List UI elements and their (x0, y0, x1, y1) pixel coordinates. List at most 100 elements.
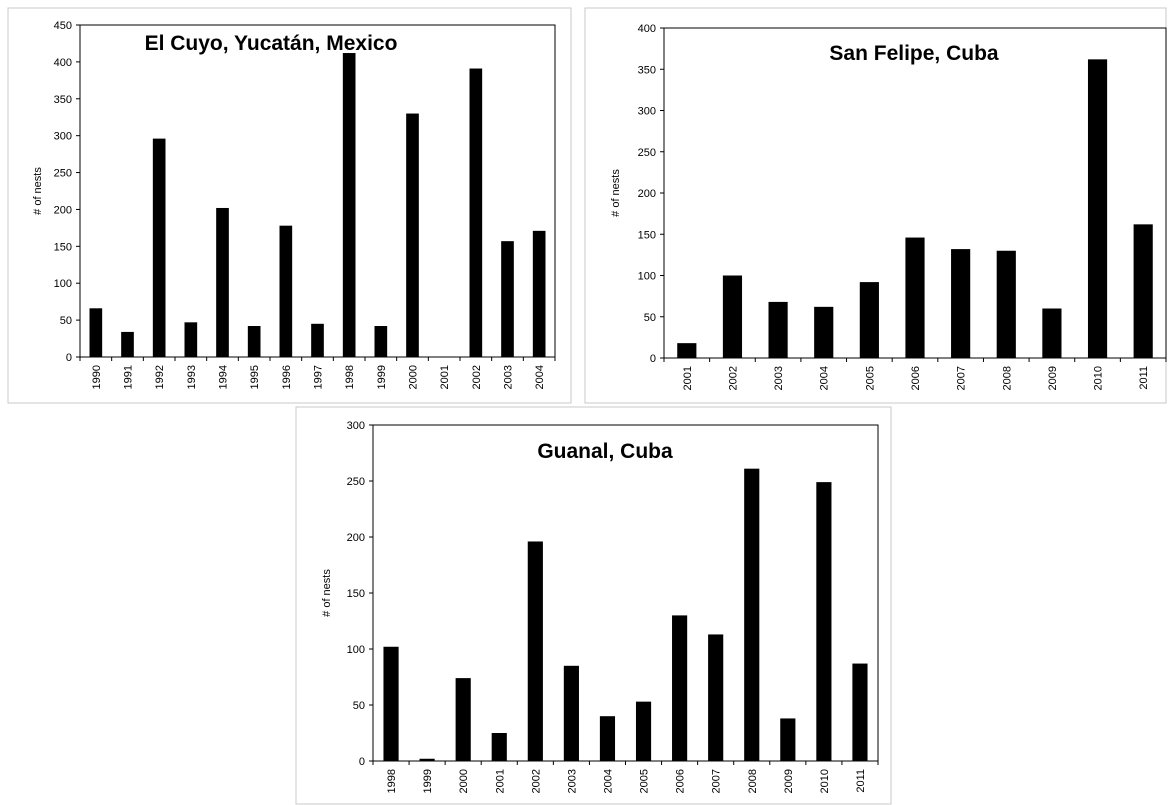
bar-2001 (491, 733, 507, 761)
y-axis-label: # of nests (321, 569, 333, 617)
bar-2008 (744, 468, 760, 761)
y-tick-label: 350 (54, 94, 72, 106)
x-tick-label: 2007 (711, 769, 723, 793)
x-tick-label: 2009 (783, 769, 795, 793)
y-tick-label: 250 (638, 147, 656, 159)
x-tick-label: 2001 (439, 365, 451, 389)
x-tick-label: 2000 (408, 365, 420, 389)
y-tick-label: 100 (54, 278, 72, 290)
bar-1997 (311, 323, 324, 357)
x-tick-label: 2003 (503, 365, 515, 389)
bar-2004 (599, 716, 616, 761)
x-tick-label: 2008 (1001, 366, 1013, 390)
bar-1996 (279, 225, 293, 357)
bar-2008 (996, 250, 1016, 358)
bar-2005 (859, 282, 879, 358)
bars (89, 53, 546, 358)
bar-2002 (527, 541, 543, 761)
bars (383, 468, 868, 761)
x-tick-label: 1992 (154, 365, 166, 389)
x-tick-label: 2010 (1093, 366, 1105, 390)
y-tick-label: 200 (347, 532, 365, 544)
bar-2006 (672, 615, 688, 761)
x-tick-label: 1999 (422, 769, 434, 793)
x-tick-label: 2011 (1138, 366, 1150, 390)
bar-2010 (816, 482, 832, 761)
x-tick-label: 1998 (386, 769, 398, 793)
bar-1998 (383, 646, 399, 761)
y-axis: 0 50 100 150 200 250 300 (347, 420, 373, 768)
y-tick-label: 250 (347, 476, 365, 488)
bar-2009 (1042, 308, 1062, 358)
y-tick-label: 300 (638, 106, 656, 118)
y-tick-label: 200 (638, 188, 656, 200)
bar-1999 (374, 326, 388, 357)
y-axis-label: # of nests (610, 169, 622, 217)
x-tick-label: 2004 (602, 769, 614, 793)
x-tick-label: 2003 (566, 769, 578, 793)
y-axis-label: # of nests (32, 167, 44, 215)
x-tick-label: 2008 (747, 769, 759, 793)
x-tick-label: 1997 (313, 365, 325, 389)
bar-2002 (722, 275, 743, 358)
y-axis: 0 50 100 150 200 250 300 350 400 (638, 23, 664, 365)
plot-area (79, 24, 556, 358)
x-axis: 2001 2002 2003 2004 2005 2006 2007 2008 2009 2010… (663, 358, 1167, 390)
x-tick-label: 2007 (956, 366, 968, 390)
y-tick-label: 50 (644, 312, 656, 324)
y-tick-label: 200 (54, 204, 72, 216)
y-tick-label: 400 (54, 57, 72, 69)
bar-2002 (469, 68, 483, 357)
y-tick-label: 350 (638, 64, 656, 76)
bar-2010 (1087, 59, 1108, 358)
chart-title: San Felipe, Cuba (829, 42, 999, 65)
bar-2011 (1133, 224, 1153, 358)
x-tick-label: 2002 (530, 769, 542, 793)
x-tick-label: 1996 (281, 365, 293, 389)
bar-2005 (635, 701, 652, 761)
bar-2004 (814, 306, 834, 358)
bar-2004 (532, 230, 546, 357)
y-tick-label: 150 (347, 588, 365, 600)
plot-area (372, 424, 879, 762)
bar-2009 (780, 718, 796, 761)
x-tick-label: 2010 (819, 769, 831, 793)
chart-guanal: 0 50 100 150 200 250 300 1998 1999 2000 2001 2002 2… (295, 406, 892, 805)
x-tick-label: 1999 (376, 365, 388, 389)
x-axis: 1990 1991 1992 1993 1994 1995 1996 1997 1998 1999… (79, 357, 556, 389)
y-tick-label: 0 (66, 352, 72, 364)
y-tick-label: 450 (54, 20, 72, 32)
y-tick-label: 100 (638, 271, 656, 283)
x-tick-label: 1991 (123, 365, 135, 389)
bar-1998 (342, 53, 356, 358)
chart-el-cuyo: 0 50 100 150 200 250 300 350 400 450 1990 1991 1992… (7, 7, 572, 404)
y-tick-label: 150 (54, 241, 72, 253)
bar-2003 (563, 665, 579, 761)
bar-1992 (152, 138, 166, 357)
x-axis: 1998 1999 2000 2001 2002 2003 2004 2005 2006 2007… (372, 761, 879, 793)
x-tick-label: 1990 (91, 365, 103, 389)
x-tick-label: 2005 (864, 366, 876, 390)
bar-1995 (247, 326, 261, 357)
bar-2003 (501, 241, 514, 357)
x-tick-label: 2001 (494, 769, 506, 793)
chart-title: El Cuyo, Yucatán, Mexico (145, 32, 398, 55)
bar-1990 (89, 308, 103, 357)
bar-2006 (905, 237, 925, 358)
y-tick-label: 250 (54, 168, 72, 180)
x-tick-label: 1995 (249, 365, 261, 389)
x-tick-label: 2005 (639, 769, 651, 793)
bar-2000 (406, 113, 419, 358)
y-tick-label: 300 (347, 420, 365, 432)
y-tick-label: 300 (54, 131, 72, 143)
bar-1993 (184, 322, 198, 357)
x-tick-label: 2006 (910, 366, 922, 390)
x-tick-label: 1998 (344, 365, 356, 389)
x-tick-label: 2004 (534, 365, 546, 389)
x-tick-label: 2000 (458, 769, 470, 793)
x-tick-label: 1993 (186, 365, 198, 389)
y-tick-label: 0 (359, 756, 365, 768)
y-tick-label: 50 (60, 315, 72, 327)
y-axis: 0 50 100 150 200 250 300 350 400 450 (54, 20, 80, 364)
